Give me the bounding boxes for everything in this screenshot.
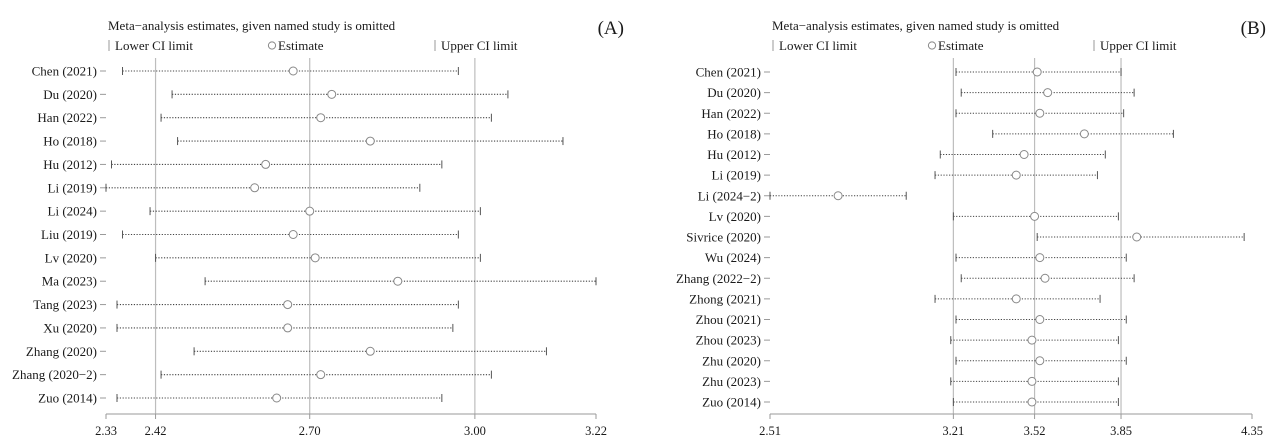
estimate-point (310, 253, 320, 263)
estimate-point (1027, 376, 1037, 386)
study-label: Du (2020) (43, 87, 97, 102)
estimate-point (833, 191, 843, 201)
study-label: Zhang (2022−2) (676, 271, 761, 286)
estimate-point (305, 206, 315, 216)
legend-estimate-marker (927, 41, 937, 50)
estimate-point (1027, 335, 1037, 345)
study-label: Zhou (2023) (696, 333, 761, 348)
estimate-point (1035, 253, 1045, 263)
study-label: Hu (2012) (707, 147, 761, 162)
x-tick-label: 3.00 (464, 424, 486, 435)
x-tick-label: 3.52 (1024, 424, 1046, 435)
legend-lower-ci: Lower CI limit (115, 38, 193, 53)
x-tick-label: 3.85 (1110, 424, 1132, 435)
estimate-point (1030, 211, 1040, 221)
estimate-point (288, 230, 298, 239)
legend-estimate: Estimate (278, 38, 324, 53)
x-tick-label: 2.42 (145, 424, 167, 435)
study-label: Zuo (2014) (702, 395, 761, 410)
study-label: Han (2022) (37, 110, 97, 125)
estimate-point (1027, 397, 1037, 407)
study-label: Wu (2024) (705, 250, 761, 265)
estimate-point (1011, 294, 1021, 304)
forest-plot-a-svg: Meta−analysis estimates, given named stu… (12, 18, 624, 438)
estimate-point (365, 136, 375, 146)
estimate-point (1032, 67, 1042, 77)
study-label: Zhong (2021) (689, 291, 761, 306)
study-label: Sivrice (2020) (686, 230, 761, 245)
study-label: Liu (2019) (41, 227, 97, 242)
panel-label: (A) (598, 18, 624, 39)
study-label: Tang (2023) (33, 297, 97, 312)
estimate-point (1079, 129, 1089, 139)
estimate-point (365, 346, 375, 356)
legend-estimate-marker (267, 41, 277, 50)
estimate-point (288, 66, 298, 76)
estimate-point (1035, 356, 1045, 366)
chart-title: Meta−analysis estimates, given named stu… (772, 18, 1060, 33)
legend-upper-ci: Upper CI limit (441, 38, 518, 53)
x-tick-label: 2.51 (759, 424, 781, 435)
study-label: Zuo (2014) (38, 391, 97, 406)
estimate-point (316, 113, 326, 123)
estimate-point (272, 393, 282, 403)
study-label: Han (2022) (701, 106, 761, 121)
study-label: Zhou (2021) (696, 312, 761, 327)
study-label: Chen (2021) (32, 64, 97, 79)
study-label: Zhu (2023) (702, 374, 761, 389)
study-label: Zhu (2020) (702, 353, 761, 368)
x-tick-label: 3.21 (942, 424, 964, 435)
estimate-point (283, 323, 293, 333)
study-label: Lv (2020) (709, 209, 761, 224)
legend-upper-ci: Upper CI limit (1100, 38, 1177, 53)
forest-plot-panel-b: Meta−analysis estimates, given named stu… (640, 0, 1276, 438)
study-label: Zhang (2020) (26, 344, 97, 359)
x-tick-label: 2.70 (299, 424, 321, 435)
estimate-point (1043, 88, 1053, 98)
study-label: Li (2024−2) (698, 188, 761, 203)
study-label: Chen (2021) (696, 65, 761, 80)
estimate-point (250, 183, 260, 193)
estimate-point (283, 300, 293, 310)
legend-lower-ci: Lower CI limit (779, 38, 857, 53)
estimate-point (316, 370, 326, 380)
estimate-point (1019, 150, 1029, 159)
estimate-point (1040, 273, 1050, 283)
estimate-point (1035, 108, 1045, 118)
study-label: Ho (2018) (43, 134, 97, 149)
x-tick-label: 4.35 (1241, 424, 1263, 435)
forest-plot-panel-a: Meta−analysis estimates, given named stu… (0, 0, 640, 438)
study-label: Ho (2018) (707, 126, 761, 141)
study-label: Hu (2012) (43, 157, 97, 172)
legend-estimate: Estimate (938, 38, 984, 53)
estimate-point (327, 89, 337, 99)
estimate-point (1132, 232, 1142, 242)
estimate-point (1011, 170, 1021, 180)
study-label: Xu (2020) (43, 320, 97, 335)
estimate-point (261, 159, 271, 169)
x-tick-label: 2.33 (95, 424, 117, 435)
estimate-point (1035, 315, 1045, 324)
forest-plot-b-svg: Meta−analysis estimates, given named stu… (676, 18, 1266, 438)
study-label: Li (2019) (712, 168, 761, 183)
study-label: Zhang (2020−2) (12, 367, 97, 382)
study-label: Li (2019) (48, 180, 97, 195)
estimate-point (393, 276, 403, 286)
study-label: Li (2024) (48, 204, 97, 219)
chart-title: Meta−analysis estimates, given named stu… (108, 18, 396, 33)
study-label: Ma (2023) (42, 274, 97, 289)
study-label: Lv (2020) (45, 250, 97, 265)
study-label: Du (2020) (707, 85, 761, 100)
panel-label: (B) (1241, 18, 1266, 39)
x-tick-label: 3.22 (585, 424, 607, 435)
